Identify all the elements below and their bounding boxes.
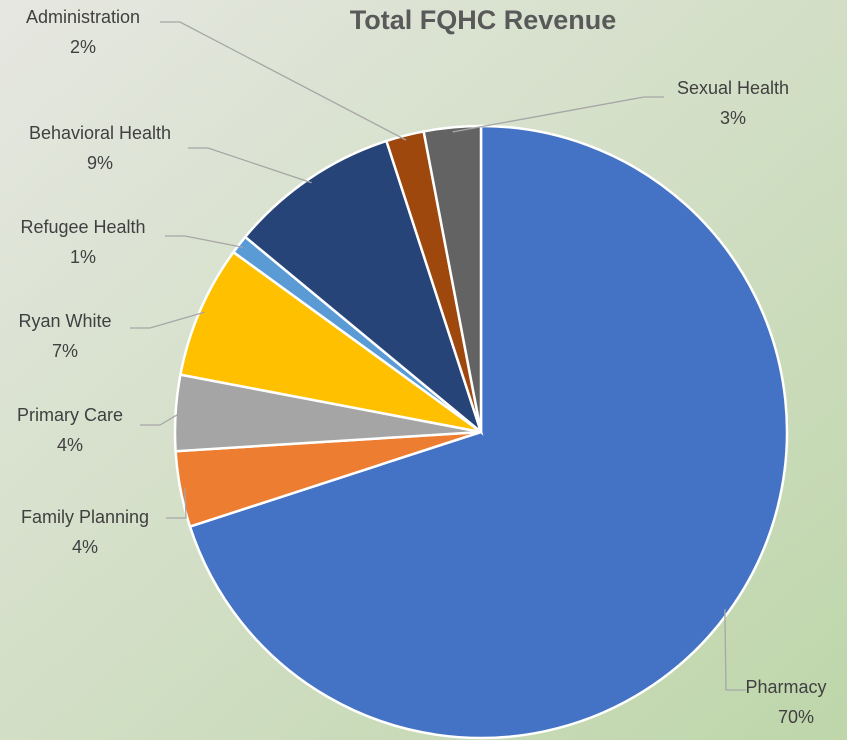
- leader-line: [724, 609, 746, 691]
- data-label-value: 4%: [57, 435, 83, 455]
- labels: Pharmacy 70% Family Planning 4% Primary Care…: [17, 7, 827, 727]
- leader-line: [140, 412, 181, 426]
- data-label-name: Sexual Health: [677, 78, 789, 98]
- leader-line: [165, 235, 243, 248]
- data-label-value: 70%: [778, 707, 814, 727]
- pie-slice: [188, 124, 789, 740]
- data-label-value: 4%: [72, 537, 98, 557]
- data-label-value: 1%: [70, 247, 96, 267]
- data-label-value: 2%: [70, 37, 96, 57]
- data-label-name: Administration: [26, 7, 140, 27]
- pie: [173, 124, 789, 740]
- data-label-value: 9%: [87, 153, 113, 173]
- chart-title: Total FQHC Revenue: [350, 5, 617, 35]
- data-label-name: Primary Care: [17, 405, 123, 425]
- data-label-name: Pharmacy: [745, 677, 826, 697]
- data-label-name: Refugee Health: [20, 217, 145, 237]
- leader-line: [130, 311, 205, 329]
- data-label-value: 7%: [52, 341, 78, 361]
- leader-line: [188, 147, 312, 184]
- leader-line: [160, 21, 407, 141]
- data-label-name: Behavioral Health: [29, 123, 171, 143]
- pie-slice: [422, 124, 483, 433]
- data-label-value: 3%: [720, 108, 746, 128]
- leader-line: [166, 488, 187, 519]
- data-label-name: Ryan White: [18, 311, 111, 331]
- pie-slice: [178, 250, 482, 434]
- pie-slice: [243, 139, 484, 436]
- leader-line: [452, 96, 664, 133]
- data-label-name: Family Planning: [21, 507, 149, 527]
